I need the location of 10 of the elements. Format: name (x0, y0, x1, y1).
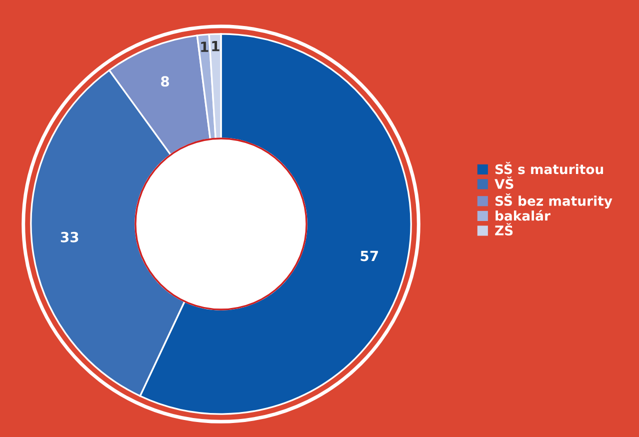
legend-label: ZŠ (495, 223, 513, 236)
data-label: 8 (161, 76, 169, 87)
legend-label: bakalár (496, 210, 550, 221)
legend-label: SŠ s maturitou (495, 162, 604, 174)
data-label: 57 (360, 250, 378, 262)
data-label: 1 (201, 42, 208, 52)
data-label: 33 (60, 232, 78, 242)
data-label: 1 (212, 41, 220, 52)
legend-label: VŠ (494, 176, 514, 189)
legend-label: SŠ bez maturity (495, 193, 612, 209)
